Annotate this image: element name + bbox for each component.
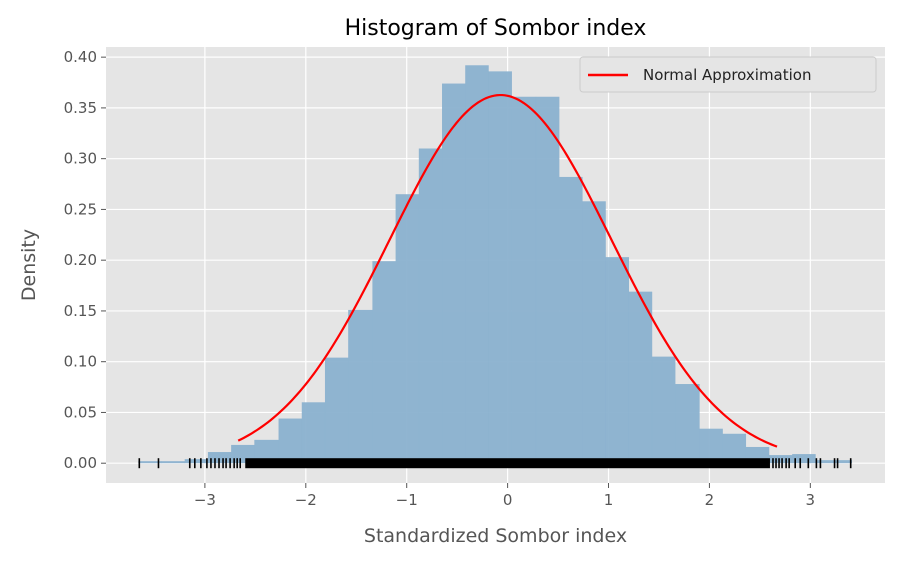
- rug-plot: [138, 458, 852, 469]
- histogram-bar: [372, 261, 396, 464]
- histogram-bar: [582, 201, 606, 464]
- y-tick-label: 0.15: [64, 302, 97, 320]
- histogram-bar: [535, 96, 560, 464]
- y-tick-label: 0.25: [64, 200, 97, 218]
- histogram-bar: [207, 452, 232, 464]
- normal-curve-layer: [237, 93, 778, 448]
- y-tick-label: 0.35: [64, 99, 97, 117]
- legend: Normal Approximation: [579, 56, 877, 93]
- y-tick-label: 0.40: [64, 48, 97, 66]
- x-tick-label: −2: [295, 491, 317, 509]
- histogram-bar: [605, 257, 629, 464]
- y-tick-label: 0.00: [64, 454, 97, 472]
- histogram-bar: [511, 96, 537, 464]
- x-tick-label: 3: [806, 491, 816, 509]
- y-tick-label: 0.05: [64, 403, 97, 421]
- rug-dense-band: [245, 458, 770, 469]
- histogram-bar: [675, 384, 700, 464]
- histogram-bar: [395, 194, 420, 464]
- x-tick-label: 1: [604, 491, 614, 509]
- y-tick-label: 0.10: [64, 353, 97, 371]
- x-tick-label: −3: [194, 491, 216, 509]
- x-axis-ticks: −3 −2 −1 0 1 2 3: [194, 483, 815, 509]
- histogram-bar: [442, 83, 466, 464]
- histogram-bar: [254, 439, 279, 464]
- chart-title: Histogram of Sombor index: [345, 16, 647, 41]
- histogram-bar: [792, 454, 816, 464]
- histogram-bar: [838, 460, 853, 464]
- histogram-bar: [418, 148, 443, 464]
- histogram-bar: [768, 455, 793, 464]
- histogram-bar: [184, 459, 209, 464]
- histogram-bar: [651, 356, 676, 464]
- legend-entry-normal-approximation: Normal Approximation: [643, 66, 811, 84]
- histogram-bar: [161, 461, 186, 464]
- histogram-bar: [278, 418, 303, 464]
- histogram-bar: [628, 291, 653, 464]
- histogram-bars: [138, 65, 853, 464]
- histogram-bar: [722, 433, 747, 464]
- histogram-bar: [699, 428, 723, 464]
- histogram-bar: [465, 65, 489, 464]
- y-axis-label: Density: [18, 229, 40, 301]
- histogram-bar: [138, 461, 162, 464]
- normal-approximation-line: [237, 93, 778, 448]
- histogram-bar: [348, 309, 373, 464]
- y-axis-ticks: 0.00 0.05 0.10 0.15 0.20 0.25 0.30 0.35 0.40: [64, 48, 106, 472]
- x-tick-label: −1: [396, 491, 418, 509]
- x-tick-label: 2: [705, 491, 715, 509]
- histogram-bar: [301, 402, 326, 464]
- histogram-bar: [488, 71, 512, 464]
- legend-box: [579, 56, 877, 93]
- x-axis-label: Standardized Sombor index: [364, 525, 627, 547]
- y-tick-label: 0.20: [64, 251, 97, 269]
- histogram-bar: [559, 176, 583, 464]
- histogram-bar: [815, 460, 839, 464]
- x-tick-label: 0: [503, 491, 513, 509]
- histogram-bar: [324, 357, 349, 464]
- y-tick-label: 0.30: [64, 150, 97, 168]
